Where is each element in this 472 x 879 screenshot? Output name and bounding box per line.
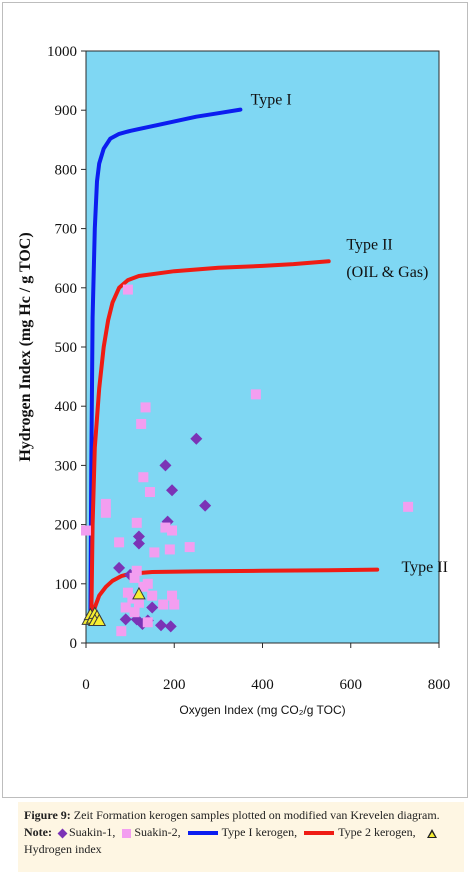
caption-text: Zeit Formation kerogen samples plotted o…	[73, 808, 440, 822]
figure-frame: 0 100 200 300 400 500 600 700 800 900 1000 0 200 400 6…	[2, 2, 468, 798]
suakin-1-legend-marker	[57, 828, 68, 839]
caption-note-label: Note:	[24, 825, 52, 839]
suakin-2-point	[131, 565, 142, 576]
y-tick-label: 300	[55, 458, 78, 474]
suakin-2-point	[147, 590, 158, 601]
suakin-1-point	[113, 561, 126, 574]
hydrogen-index-point	[92, 613, 107, 627]
suakin-2-point	[114, 537, 125, 548]
suakin-1-point	[132, 537, 145, 550]
x-tick-label: 0	[82, 677, 90, 693]
suakin-2-point	[127, 593, 138, 604]
suakin-2-point	[122, 587, 133, 598]
van-krevelen-chart: 0 100 200 300 400 500 600 700 800 900 1000 0 200 400 6…	[17, 44, 451, 717]
x-tick-label: 800	[428, 677, 451, 693]
legend-label-hydrogen-index: Hydrogen index	[24, 842, 102, 856]
legend-label-suakin-1: Suakin-1,	[68, 825, 116, 839]
suakin-2-point	[81, 525, 91, 536]
suakin-2-point	[140, 402, 151, 413]
suakin-1-point	[132, 530, 145, 543]
legend-label-type-i: Type I kerogen,	[221, 825, 298, 839]
suakin-2-point	[133, 597, 144, 608]
suakin-2-point	[142, 578, 153, 589]
suakin-1-point	[164, 620, 177, 633]
suakin-2-point	[403, 501, 414, 512]
y-tick-label: 900	[55, 103, 78, 119]
suakin-2-point	[100, 507, 111, 518]
caption-label: Figure 9:	[24, 808, 71, 822]
hydrogen-index-point	[132, 586, 146, 600]
y-tick-label: 500	[55, 340, 78, 356]
suakin-1-point	[190, 432, 203, 445]
x-tick-label: 400	[251, 677, 274, 693]
suakin-2-point	[167, 525, 178, 536]
y-tick-label: 1000	[47, 44, 77, 60]
y-tick-label: 800	[55, 162, 78, 178]
suakin-1-point	[119, 613, 132, 626]
y-axis-label: Hydrogen Index (mg Hc / g TOC)	[17, 232, 34, 461]
curve-annotation: (OIL & Gas)	[346, 264, 428, 281]
type-i-kerogen-curve	[88, 107, 243, 622]
suakin-1-point	[146, 601, 159, 614]
hydrogen-index-legend-marker	[426, 828, 437, 838]
suakin-2-point	[149, 547, 160, 558]
suakin-2-point	[129, 607, 140, 618]
curve-annotation: Type II	[346, 236, 392, 253]
suakin-1-point	[155, 619, 168, 632]
figure-caption: Figure 9: Zeit Formation kerogen samples…	[18, 802, 464, 872]
suakin-2-point	[120, 602, 131, 613]
legend-label-type-2: Type 2 kerogen,	[338, 825, 416, 839]
legend-label-suakin-2: Suakin-2,	[134, 825, 181, 839]
y-tick-label: 200	[55, 518, 78, 534]
suakin-2-point	[158, 599, 169, 610]
suakin-2-point	[160, 522, 171, 533]
plot-area	[85, 50, 440, 644]
suakin-2-point	[136, 418, 147, 429]
curve-annotation: Type II	[401, 559, 447, 576]
suakin-1-point	[199, 499, 212, 512]
suakin-2-point	[129, 572, 140, 583]
y-tick-label: 400	[55, 399, 78, 415]
suakin-1-point	[166, 484, 179, 497]
suakin-2-point	[142, 617, 153, 628]
y-tick-label: 700	[55, 222, 78, 238]
suakin-2-point	[250, 389, 261, 400]
y-tick-label: 0	[70, 636, 78, 652]
suakin-2-point	[167, 590, 178, 601]
y-tick-label: 100	[55, 577, 78, 593]
suakin-1-point	[159, 459, 172, 472]
suakin-2-point	[184, 542, 195, 553]
suakin-2-point	[116, 626, 127, 637]
type-i-legend-line	[187, 831, 218, 836]
suakin-2-legend-marker	[122, 828, 132, 838]
suakin-2-point	[131, 517, 142, 528]
x-tick-label: 200	[163, 677, 186, 693]
type-2-legend-line	[304, 831, 335, 836]
suakin-2-point	[100, 498, 111, 509]
curve-annotation: Type I	[251, 91, 292, 108]
suakin-2-point	[169, 599, 180, 610]
x-tick-label: 600	[340, 677, 363, 693]
suakin-2-point	[138, 472, 149, 483]
suakin-2-point	[122, 284, 133, 295]
suakin-2-point	[144, 487, 155, 498]
type-2-kerogen-curve	[89, 259, 331, 622]
x-axis-label: Oxygen Index (mg CO₂/g TOC)	[179, 703, 345, 717]
y-tick-label: 600	[55, 281, 78, 297]
suakin-2-point	[164, 544, 175, 555]
